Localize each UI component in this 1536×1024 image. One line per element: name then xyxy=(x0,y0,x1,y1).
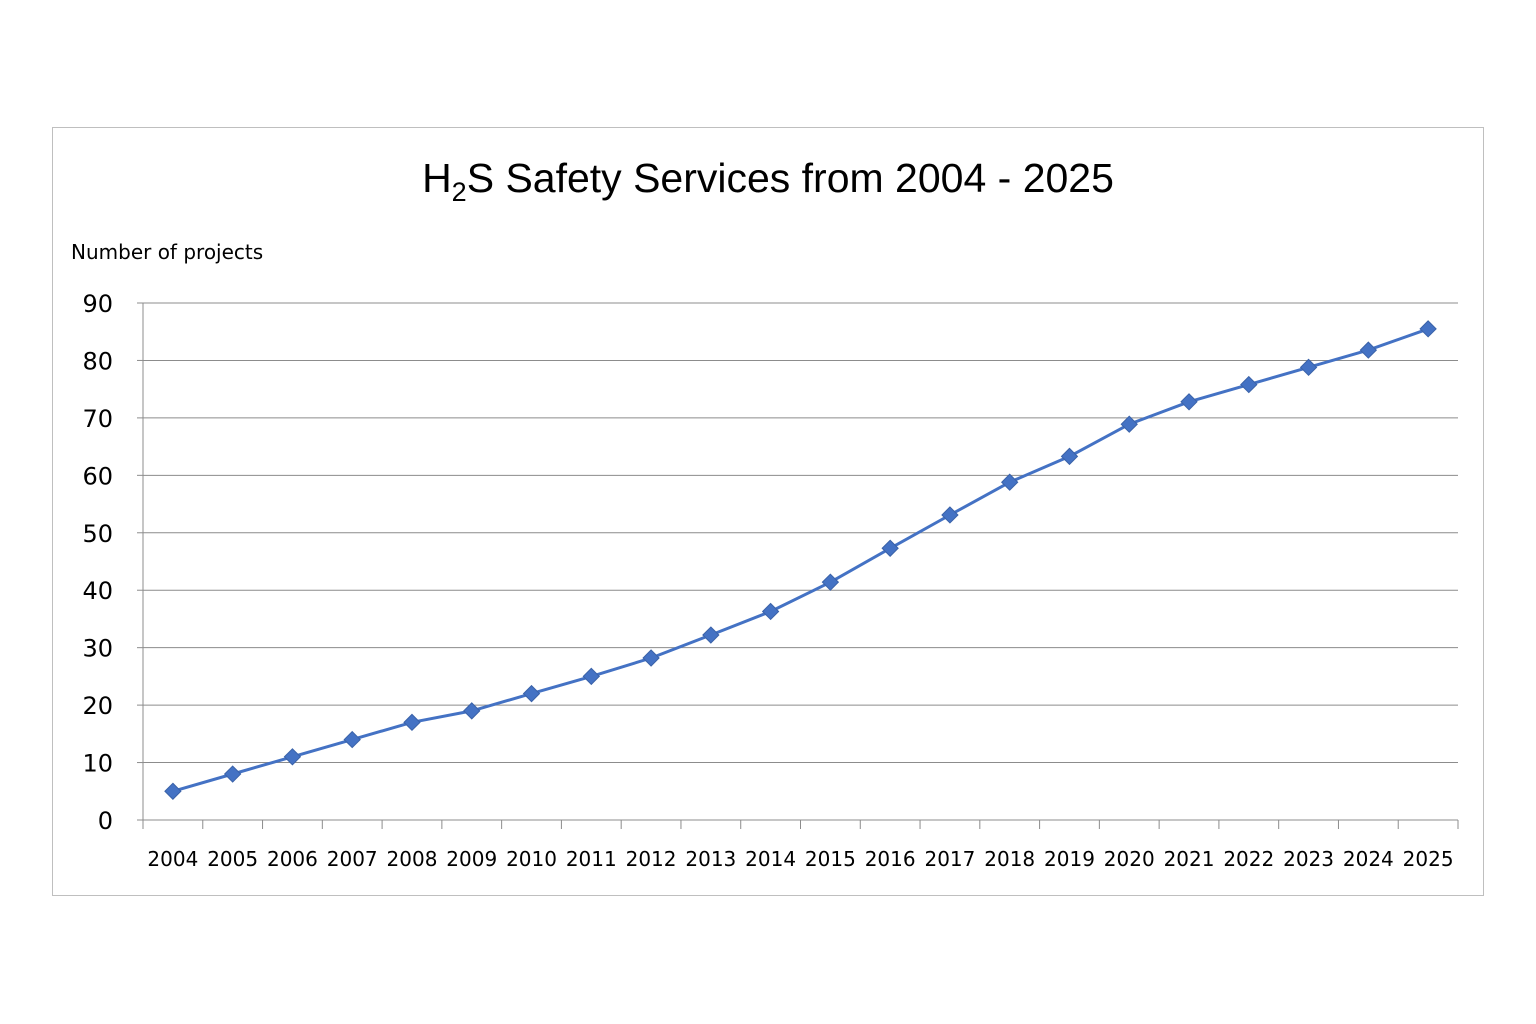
x-tick-label: 2005 xyxy=(207,847,258,871)
data-point xyxy=(941,506,959,524)
data-point xyxy=(1419,320,1437,338)
x-tick-label: 2025 xyxy=(1403,847,1454,871)
x-tick-label: 2009 xyxy=(446,847,497,871)
y-tick-label: 90 xyxy=(82,290,113,318)
y-tick-label: 50 xyxy=(82,520,113,548)
chart-title-suffix: S Safety Services from 2004 - 2025 xyxy=(466,155,1114,201)
data-point xyxy=(1000,473,1019,491)
x-tick-label: 2016 xyxy=(865,847,916,871)
y-tick-label: 80 xyxy=(82,347,113,375)
data-point xyxy=(1060,447,1079,466)
chart-title-prefix: H xyxy=(422,155,452,201)
data-point xyxy=(522,684,541,703)
chart-frame xyxy=(52,127,1484,896)
data-point xyxy=(1359,341,1378,359)
y-tick-label: 70 xyxy=(82,405,113,433)
chart-title: H2S Safety Services from 2004 - 2025 xyxy=(0,152,1536,207)
data-point xyxy=(702,626,720,644)
x-tick-label: 2013 xyxy=(685,847,736,871)
y-tick-labels: 0 10 20 30 40 50 60 70 80 90 xyxy=(82,290,113,835)
x-tick-label: 2008 xyxy=(387,847,438,871)
y-tick-label: 60 xyxy=(82,462,113,490)
series-layer xyxy=(164,320,1437,800)
x-tick-label: 2011 xyxy=(566,847,617,871)
x-tick-label: 2004 xyxy=(147,847,198,871)
data-point xyxy=(582,667,601,686)
data-point xyxy=(1180,393,1198,411)
data-point xyxy=(403,713,421,732)
data-point xyxy=(283,748,302,766)
x-tick-label: 2020 xyxy=(1104,847,1155,871)
data-point xyxy=(164,782,182,800)
y-tick-label: 10 xyxy=(82,750,113,778)
x-tick-label: 2012 xyxy=(626,847,677,871)
gridlines xyxy=(143,302,1458,764)
data-point xyxy=(1299,358,1318,377)
y-tick-label: 0 xyxy=(98,807,113,835)
x-tick-label: 2017 xyxy=(924,847,975,871)
y-tick-label: 30 xyxy=(82,635,113,663)
axes xyxy=(137,302,1459,829)
data-point xyxy=(642,649,660,667)
x-tick-label: 2021 xyxy=(1164,847,1215,871)
y-axis-label: Number of projects xyxy=(71,240,264,264)
data-point xyxy=(463,702,481,720)
data-point xyxy=(761,602,780,621)
x-tick-labels: 2004 2005 2006 2007 2008 2009 2010 2011 2012 2013… xyxy=(147,847,1453,871)
data-point xyxy=(821,573,840,591)
x-tick-label: 2023 xyxy=(1283,847,1334,871)
x-tick-label: 2019 xyxy=(1044,847,1095,871)
x-tick-label: 2024 xyxy=(1343,847,1394,871)
x-tick-label: 2006 xyxy=(267,847,318,871)
data-point xyxy=(881,539,899,557)
chart-title-subscript: 2 xyxy=(451,177,467,207)
y-tick-label: 20 xyxy=(82,692,113,720)
x-tick-label: 2018 xyxy=(984,847,1035,871)
x-tick-label: 2015 xyxy=(805,847,856,871)
y-tick-label: 40 xyxy=(82,577,113,605)
x-tick-label: 2007 xyxy=(327,847,378,871)
x-tick-label: 2010 xyxy=(506,847,557,871)
series-line xyxy=(172,327,1429,793)
x-tick-label: 2014 xyxy=(745,847,796,871)
data-point xyxy=(1120,415,1138,433)
x-tick-label: 2022 xyxy=(1223,847,1274,871)
data-point xyxy=(1240,375,1258,394)
data-point xyxy=(223,765,242,783)
data-point xyxy=(343,730,361,749)
